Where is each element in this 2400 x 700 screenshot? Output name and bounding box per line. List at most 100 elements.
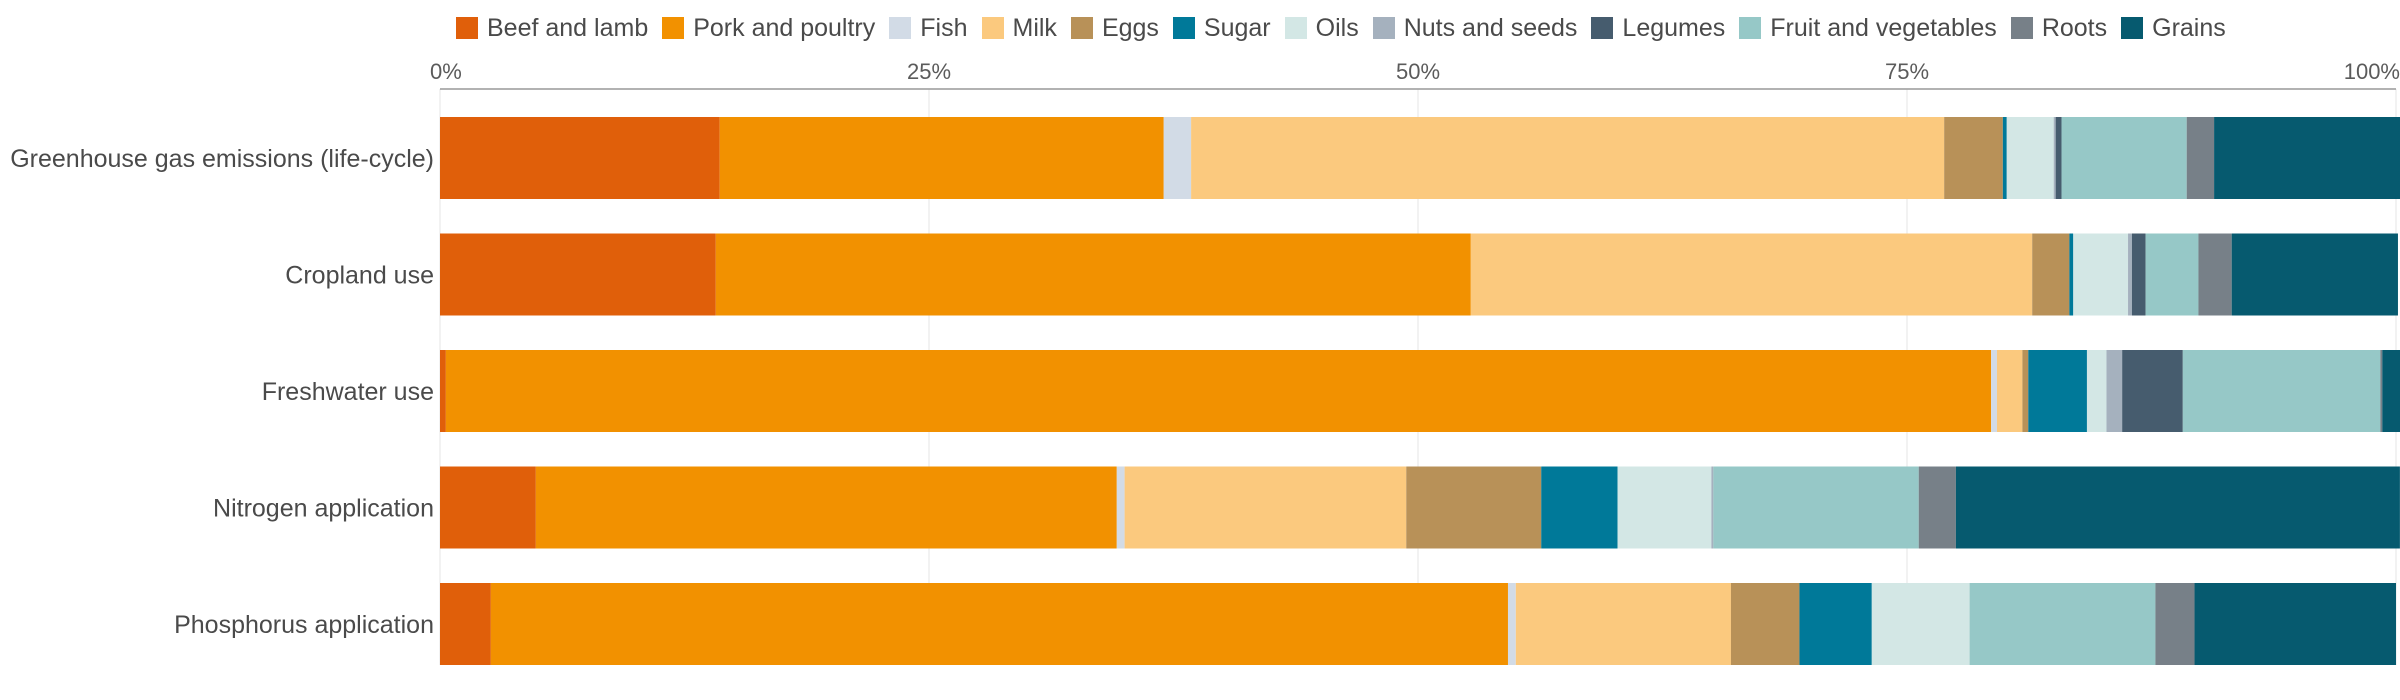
bar-segment-eggs[interactable] <box>2032 233 2070 316</box>
bar-segment-oils[interactable] <box>2073 233 2129 316</box>
bar-segment-nuts-and-seeds[interactable] <box>2053 117 2056 199</box>
bar-segment-grains[interactable] <box>2231 233 2398 316</box>
bar-segment-pork-and-poultry[interactable] <box>719 117 1164 199</box>
bar-segment-legumes[interactable] <box>2122 350 2183 432</box>
legend-item-grains[interactable]: Grains <box>2121 14 2226 43</box>
bar-segment-nuts-and-seeds[interactable] <box>2128 233 2132 316</box>
bar-segment-milk[interactable] <box>1124 466 1407 549</box>
bar-segment-oils[interactable] <box>1871 583 1970 665</box>
bar-segment-beef-and-lamb[interactable] <box>440 117 720 199</box>
bar-segment-eggs[interactable] <box>1944 117 2003 199</box>
legend-label: Fish <box>920 13 968 42</box>
legend: Beef and lamb Pork and poultry Fish Milk Egg… <box>456 10 2240 46</box>
legend-swatch <box>456 17 478 39</box>
bar-segment-fish[interactable] <box>1991 350 1997 432</box>
legend-swatch <box>1372 17 1395 39</box>
legend-item-milk[interactable]: Milk <box>981 13 1057 43</box>
legend-item-nuts-and-seeds[interactable]: Nuts and seeds <box>1372 13 1578 43</box>
bar-segment-roots[interactable] <box>2380 350 2383 432</box>
bar-segment-fruit-and-vegetables[interactable] <box>2145 233 2199 316</box>
bar-segment-grains[interactable] <box>2214 117 2400 199</box>
bar-segment-beef-and-lamb[interactable] <box>440 466 536 549</box>
legend-label: Grains <box>2152 13 2226 42</box>
bar-segment-eggs[interactable] <box>1730 583 1800 665</box>
bar-segment-sugar[interactable] <box>1541 466 1618 549</box>
bar-segment-legumes[interactable] <box>2055 117 2062 199</box>
legend-swatch <box>1739 17 1762 39</box>
bar-segment-roots[interactable] <box>1918 466 1956 549</box>
legend-label: Nuts and seeds <box>1403 13 1578 42</box>
x-tick-label: 25% <box>907 59 951 84</box>
legend-swatch <box>1070 17 1093 39</box>
legend-swatch <box>2121 17 2144 39</box>
bar-segment-fish[interactable] <box>1116 466 1125 549</box>
bar-segment-grains[interactable] <box>1955 466 2400 549</box>
bar-segment-beef-and-lamb[interactable] <box>440 350 446 432</box>
bar-segment-sugar[interactable] <box>2002 117 2007 199</box>
legend-swatch <box>1172 17 1195 39</box>
bar-segment-fish[interactable] <box>1507 583 1516 665</box>
legend-label: Sugar <box>1203 13 1271 42</box>
bar-segment-fruit-and-vegetables[interactable] <box>1969 583 2156 665</box>
bar-segment-legumes[interactable] <box>2131 233 2146 316</box>
bar-segment-pork-and-poultry[interactable] <box>535 466 1117 549</box>
bar-segment-pork-and-poultry[interactable] <box>445 350 1992 432</box>
bar-segment-sugar[interactable] <box>2069 233 2074 316</box>
bar-segment-nuts-and-seeds[interactable] <box>1711 466 1714 549</box>
legend-label: Eggs <box>1101 13 1159 42</box>
bar-segment-eggs[interactable] <box>2022 350 2029 432</box>
bar-segment-fruit-and-vegetables[interactable] <box>2061 117 2187 199</box>
bar-segment-pork-and-poultry[interactable] <box>715 233 1471 316</box>
category-label: Freshwater use <box>262 378 434 406</box>
legend-item-fish[interactable]: Fish <box>889 13 968 43</box>
legend-item-legumes[interactable]: Legumes <box>1591 14 1725 43</box>
bar-segment-roots[interactable] <box>2155 583 2195 665</box>
legend-item-sugar[interactable]: Sugar <box>1172 13 1271 43</box>
legend-swatch <box>889 17 912 39</box>
legend-label: Pork and poultry <box>693 13 876 42</box>
category-label: Nitrogen application <box>213 495 434 523</box>
legend-label: Oils <box>1315 13 1359 42</box>
bar-segment-roots[interactable] <box>2186 117 2215 199</box>
legend-item-eggs[interactable]: Eggs <box>1070 13 1159 43</box>
legend-label: Fruit and vegetables <box>1770 13 1997 42</box>
bar-segment-grains[interactable] <box>2382 350 2400 432</box>
legend-item-pork-and-poultry[interactable]: Pork and poultry <box>662 14 875 43</box>
legend-swatch <box>662 17 685 39</box>
bar-segment-sugar[interactable] <box>2028 350 2087 432</box>
bar-segment-milk[interactable] <box>1191 117 1945 199</box>
category-label: Cropland use <box>285 262 434 290</box>
bar-segment-sugar[interactable] <box>1799 583 1872 665</box>
legend-label: Milk <box>1012 13 1057 42</box>
bar-segment-eggs[interactable] <box>1406 466 1542 549</box>
bar-segment-oils[interactable] <box>2006 117 2054 199</box>
legend-item-fruit-and-vegetables[interactable]: Fruit and vegetables <box>1739 14 1997 43</box>
bar-segment-fruit-and-vegetables[interactable] <box>2182 350 2381 432</box>
legend-item-beef-and-lamb[interactable]: Beef and lamb <box>456 14 648 43</box>
legend-item-oils[interactable]: Oils <box>1284 13 1359 43</box>
bar-segment-grains[interactable] <box>2194 583 2396 665</box>
bar-segment-roots[interactable] <box>2198 233 2232 316</box>
category-label: Phosphorus application <box>174 611 434 639</box>
bar-segment-oils[interactable] <box>1617 466 1712 549</box>
bar-segment-fruit-and-vegetables[interactable] <box>1713 466 1919 549</box>
bar-segment-nuts-and-seeds[interactable] <box>2106 350 2123 432</box>
bar-segment-fish[interactable] <box>1163 117 1192 199</box>
bar-segment-oils[interactable] <box>2086 350 2107 432</box>
bar-segment-pork-and-poultry[interactable] <box>490 583 1508 665</box>
legend-item-roots[interactable]: Roots <box>2010 13 2108 43</box>
bars <box>440 117 2400 665</box>
bar-segment-milk[interactable] <box>1996 350 2023 432</box>
legend-label: Roots <box>2041 13 2108 42</box>
bar-segment-beef-and-lamb[interactable] <box>440 583 491 665</box>
x-tick-label: 100% <box>2344 59 2400 84</box>
bar-segment-milk[interactable] <box>1470 233 2033 316</box>
bar-segment-milk[interactable] <box>1515 583 1731 665</box>
legend-swatch <box>1284 17 1307 39</box>
legend-swatch <box>1591 17 1614 39</box>
bar-segment-beef-and-lamb[interactable] <box>440 233 716 316</box>
legend-swatch <box>2010 17 2033 39</box>
x-axis-ticks: 0% 25% 50% 75% 100% <box>430 59 2400 90</box>
x-tick-label: 0% <box>430 59 462 84</box>
